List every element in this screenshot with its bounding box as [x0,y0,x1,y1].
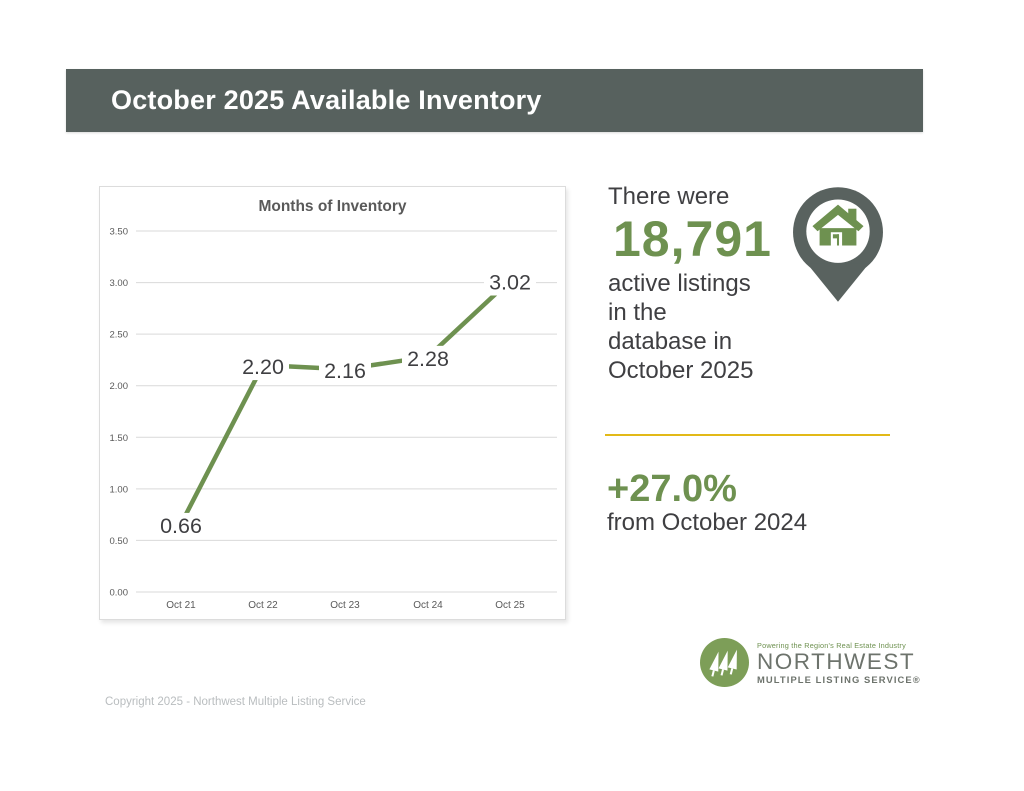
svg-text:Oct 23: Oct 23 [330,600,360,611]
svg-text:1.00: 1.00 [110,484,129,495]
yellow-divider-line [605,434,890,436]
chart-title: Months of Inventory [258,198,407,215]
svg-text:2.20: 2.20 [242,355,284,379]
svg-text:3.02: 3.02 [489,271,531,295]
logo-subtitle: MULTIPLE LISTING SERVICE® [757,673,921,685]
location-pin-house-icon [793,187,883,302]
desc-line-4: October 2025 [608,357,754,384]
desc-line-3: database in [608,328,733,355]
svg-text:3.00: 3.00 [110,278,129,289]
line-chart-canvas: 0.00 0.50 1.00 1.50 2.00 2.50 3.00 3.50 Oct 21 Oc… [110,227,557,611]
svg-text:Oct 21: Oct 21 [166,600,196,611]
page-title: October 2025 Available Inventory [111,85,542,115]
svg-text:Oct 22: Oct 22 [248,600,278,611]
desc-line-1: active listings [608,270,751,297]
copyright-text: Copyright 2025 - Northwest Multiple List… [105,696,366,708]
svg-text:2.28: 2.28 [407,347,449,371]
header-bar: October 2025 Available Inventory [66,69,923,132]
svg-text:2.00: 2.00 [110,381,129,392]
logo-tagline: Powering the Region's Real Estate Indust… [757,640,906,650]
nwmls-logo-text: Powering the Region's Real Estate Indust… [757,641,921,685]
percent-change: +27.0% [607,468,737,510]
stats-intro-text: There were [608,183,730,210]
nwmls-logo: Powering the Region's Real Estate Indust… [700,638,921,687]
svg-text:0.50: 0.50 [110,536,129,547]
svg-text:Oct 25: Oct 25 [495,600,525,611]
nwmls-logo-trees-icon [700,638,749,687]
svg-text:3.50: 3.50 [110,227,129,238]
desc-line-2: in the [608,299,667,326]
logo-name: NORTHWEST [757,648,916,674]
svg-text:Oct 24: Oct 24 [413,600,443,611]
house-icon [812,204,864,246]
percent-change-description: from October 2024 [607,509,808,536]
active-listings-description: active listings in the database in Octob… [608,269,753,385]
months-of-inventory-chart: 0.00 0.50 1.00 1.50 2.00 2.50 3.00 3.50 Oct 21 Oc… [99,186,566,620]
svg-text:1.50: 1.50 [110,433,129,444]
svg-text:2.16: 2.16 [324,359,366,383]
svg-text:0.66: 0.66 [160,514,202,538]
svg-text:2.50: 2.50 [110,330,129,341]
active-listings-count: 18,791 [613,211,772,267]
svg-text:0.00: 0.00 [110,588,129,599]
